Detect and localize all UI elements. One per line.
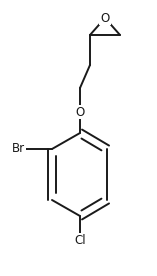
- Text: Br: Br: [11, 142, 24, 155]
- Text: Cl: Cl: [74, 233, 86, 246]
- Text: O: O: [100, 12, 110, 25]
- Text: O: O: [75, 105, 85, 118]
